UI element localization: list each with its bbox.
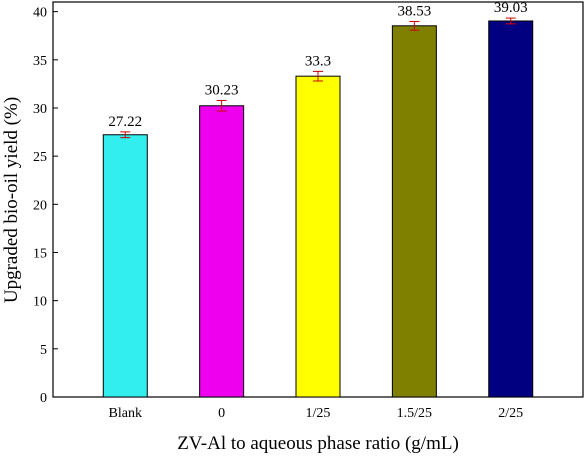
data-label: 27.22 [108, 114, 142, 130]
bar [488, 20, 534, 398]
y-tick-label: 35 [33, 54, 47, 69]
y-tick-label: 0 [40, 391, 47, 406]
y-tick-label: 25 [33, 150, 47, 165]
bar [199, 105, 245, 398]
x-axis-title: ZV-Al to aqueous phase ratio (g/mL) [177, 433, 459, 454]
y-tick-label: 20 [33, 198, 47, 213]
y-tick-label: 40 [33, 6, 47, 21]
y-tick-label: 30 [33, 102, 47, 117]
data-label: 39.03 [494, 0, 528, 16]
x-tick-label: Blank [109, 406, 142, 421]
y-axis-title: Upgraded bio-oil yield (%) [1, 97, 22, 303]
x-tick-label: 1/25 [306, 406, 331, 421]
bar [102, 134, 148, 398]
x-tick-label: 1.5/25 [397, 406, 432, 421]
data-label: 33.3 [305, 53, 331, 69]
y-tick-label: 5 [40, 343, 47, 358]
data-label: 38.53 [397, 3, 431, 19]
y-tick-label: 10 [33, 295, 47, 310]
bar [295, 75, 341, 398]
data-label: 30.23 [205, 82, 239, 98]
x-tick-label: 0 [218, 406, 225, 421]
y-tick-label: 15 [33, 246, 47, 261]
x-tick-label: 2/25 [498, 406, 523, 421]
bar [391, 25, 437, 398]
